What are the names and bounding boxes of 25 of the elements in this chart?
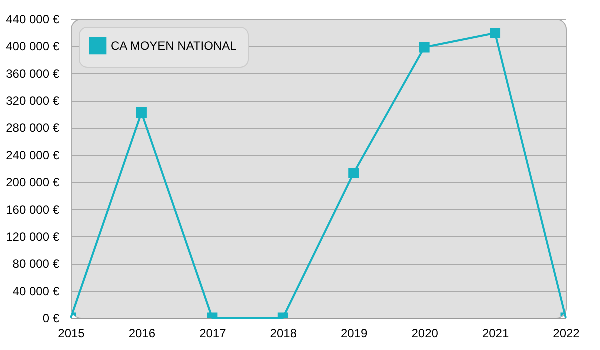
point xyxy=(348,168,360,178)
x-tick-label: 2018 xyxy=(270,326,298,340)
x-tick-label: 2020 xyxy=(412,326,439,340)
x-tick-label: 2016 xyxy=(128,326,156,340)
x-tick-label: 2015 xyxy=(58,326,86,340)
legend-label: CA MOYEN NATIONAL xyxy=(111,39,238,53)
y-tick-label: 400 000 € xyxy=(6,40,60,54)
y-tick-label: 200 000 € xyxy=(6,176,60,190)
y-tick-label: 0 € xyxy=(42,312,60,326)
point xyxy=(490,28,501,39)
y-tick-label: 160 000 € xyxy=(6,202,60,217)
x-tick-label: 2017 xyxy=(200,326,227,340)
x-tick-label: 2021 xyxy=(482,326,510,340)
y-tick-label: 360 000 € xyxy=(6,66,60,81)
point xyxy=(419,42,430,53)
y-tick-label: 240 000 € xyxy=(6,148,60,162)
point xyxy=(136,108,147,118)
y-tick-label: 440 000 € xyxy=(6,12,60,26)
y-tick-label: 80 000 € xyxy=(12,257,60,272)
y-tick-label: 120 000 € xyxy=(6,230,60,244)
x-tick-label: 2019 xyxy=(341,326,368,340)
y-tick-label: 280 000 € xyxy=(6,121,60,136)
y-tick-label: 40 000 € xyxy=(12,284,60,298)
y-tick-label: 320 000 € xyxy=(6,94,60,108)
x-tick-label: 2022 xyxy=(553,326,580,340)
